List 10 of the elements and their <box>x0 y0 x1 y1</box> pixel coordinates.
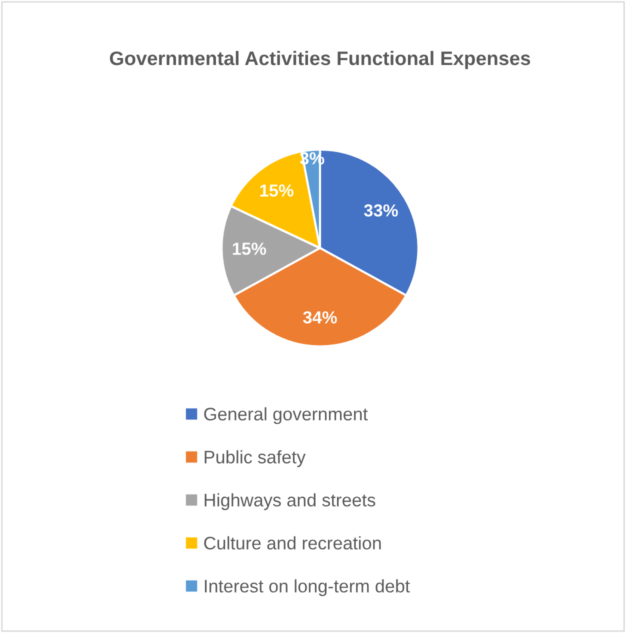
data-label: 15% <box>260 184 294 197</box>
legend-label: Interest on long-term debt <box>204 579 410 596</box>
data-label: 15% <box>232 242 266 255</box>
data-label: 33% <box>364 204 398 217</box>
legend-label: General government <box>204 407 368 424</box>
data-label: 34% <box>303 311 337 324</box>
legend-label: Highways and streets <box>204 493 376 510</box>
legend-label: Culture and recreation <box>204 536 381 550</box>
legend-label: Public safety <box>204 450 306 468</box>
chart-title: Governmental Activities Functional Expenses <box>110 50 530 70</box>
